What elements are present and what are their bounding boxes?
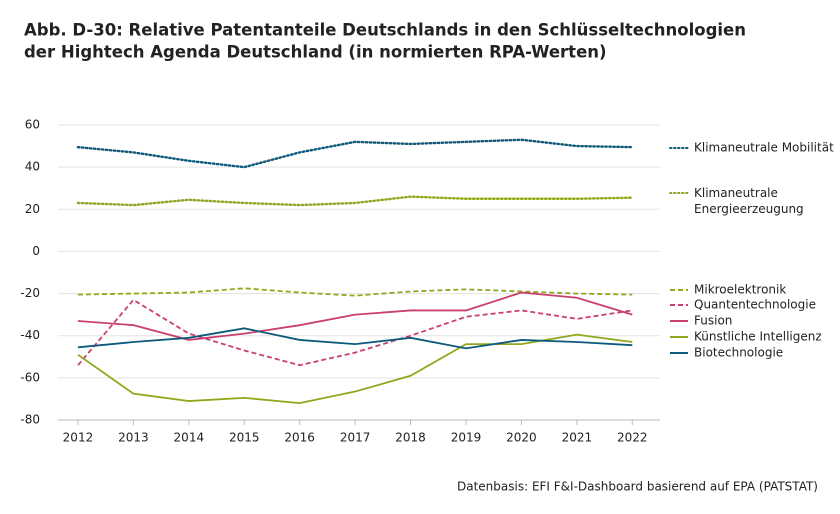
x-tick-label: 2021 — [562, 431, 593, 445]
x-tick-label: 2020 — [506, 431, 537, 445]
y-tick-label: -60 — [20, 370, 40, 384]
legend-label: Fusion — [694, 314, 732, 328]
series-line — [77, 298, 633, 367]
x-tick-label: 2014 — [174, 431, 205, 445]
legend-label: Mikroelektronik — [694, 283, 786, 297]
y-tick-label: 20 — [25, 202, 40, 216]
y-tick-label: 60 — [25, 118, 40, 132]
y-tick-label: -40 — [20, 328, 40, 342]
y-tick-label: -80 — [20, 413, 40, 427]
legend-label: Biotechnologie — [694, 346, 783, 360]
y-tick-label: 40 — [25, 160, 40, 174]
x-tick-label: 2013 — [118, 431, 149, 445]
x-tick-label: 2018 — [395, 431, 426, 445]
legend-label: Klimaneutrale Mobilität — [694, 141, 834, 155]
x-tick-label: 2015 — [229, 431, 260, 445]
series-line — [77, 287, 633, 297]
series-line — [77, 327, 633, 350]
legend-label-line: Klimaneutrale — [694, 186, 778, 200]
y-tick-label: 0 — [32, 244, 40, 258]
legend-label-line: Energieerzeugung — [694, 202, 804, 216]
series-line — [77, 291, 633, 341]
series-line — [76, 195, 634, 207]
x-tick-label: 2017 — [340, 431, 371, 445]
legend-label: Klimaneutrale Energieerzeugung — [694, 186, 804, 216]
x-tick-label: 2016 — [284, 431, 315, 445]
x-tick-label: 2022 — [617, 431, 648, 445]
chart-title: Abb. D-30: Relative Patentanteile Deutsc… — [24, 21, 746, 40]
x-tick-label: 2012 — [63, 431, 94, 445]
legend-label: Quantentechnologie — [694, 298, 816, 312]
chart-title: der Hightech Agenda Deutschland (in norm… — [24, 43, 607, 62]
legend-label: Künstliche Intelligenz — [694, 330, 822, 344]
source-note: Datenbasis: EFI F&I-Dashboard basierend … — [457, 480, 818, 494]
y-tick-label: -20 — [20, 286, 40, 300]
x-tick-label: 2019 — [451, 431, 482, 445]
series-line — [76, 138, 634, 169]
